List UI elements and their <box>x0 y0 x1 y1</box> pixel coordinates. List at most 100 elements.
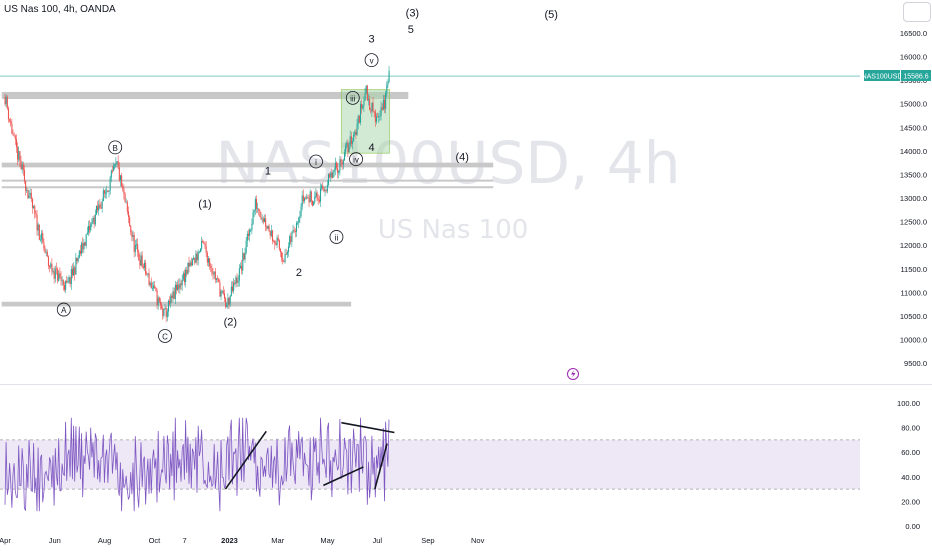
candle-body <box>169 300 171 304</box>
rsi-tick-label: 100.00 <box>897 399 920 408</box>
candle-body <box>321 185 323 189</box>
candle-body <box>379 115 381 117</box>
candle-body <box>225 298 227 308</box>
candle-body <box>253 210 255 213</box>
price-tick-label: 13000.0 <box>900 194 927 203</box>
candle-body <box>123 189 125 194</box>
candle-body <box>60 277 62 281</box>
candle-body <box>382 99 384 110</box>
candle-body <box>107 190 109 192</box>
candle-body <box>362 106 364 109</box>
time-axis[interactable]: Apr Jun Aug Oct 7 2023 Mar May Jul Sep Nov <box>0 536 485 545</box>
candle-body <box>13 135 15 137</box>
time-tick-label: 2023 <box>221 536 238 545</box>
candle-body <box>212 273 214 275</box>
rsi-tick-label: 80.00 <box>901 424 920 433</box>
candle-body <box>141 255 143 267</box>
candle-body <box>34 206 36 214</box>
time-tick-label: Jul <box>372 536 382 545</box>
rsi-tick-label: 0.00 <box>905 522 920 531</box>
candle-body <box>26 190 28 191</box>
candle-body <box>19 151 21 162</box>
candle-body <box>282 258 284 262</box>
candle-body <box>351 141 354 144</box>
candle-body <box>229 295 231 305</box>
candle-body <box>75 257 77 275</box>
rsi-band <box>0 439 860 490</box>
candle-body <box>265 218 267 227</box>
candle-body <box>349 136 351 146</box>
candle-body <box>174 284 176 299</box>
price-tick-label: 9500.0 <box>904 359 927 368</box>
candle-body <box>237 280 239 283</box>
candle-body <box>53 271 55 279</box>
candle-body <box>331 172 333 178</box>
candle-body <box>226 305 228 308</box>
candle-body <box>227 297 229 306</box>
candle-body <box>22 164 24 171</box>
candle-body <box>126 202 128 212</box>
candle-body <box>319 188 322 202</box>
candle-body <box>284 254 286 262</box>
candle-body <box>215 278 218 280</box>
candle-body <box>122 186 124 190</box>
candle-body <box>266 226 268 229</box>
candle-body <box>52 271 54 272</box>
candle-body <box>170 295 172 304</box>
wave-label: 4 <box>369 142 375 154</box>
price-tag-symbol-bg <box>864 70 900 81</box>
candle-body <box>306 197 308 200</box>
candle-body <box>27 190 29 199</box>
candle-body <box>285 254 287 255</box>
candle-body <box>93 217 95 225</box>
candle-body <box>297 222 299 224</box>
price-tick-label: 13500.0 <box>900 170 927 179</box>
chart-options-button[interactable] <box>903 2 931 22</box>
candle-body <box>209 258 211 267</box>
price-tick-label: 12500.0 <box>900 218 927 227</box>
candle-body <box>287 246 290 252</box>
candle-body <box>131 232 133 237</box>
candle-body <box>173 291 175 299</box>
wave-circle <box>158 329 172 343</box>
sr-zone <box>1 301 352 307</box>
candle-body <box>286 251 288 255</box>
candle-body <box>307 197 309 199</box>
candle-body <box>44 248 46 253</box>
candle-body <box>325 190 327 192</box>
candle-body <box>25 180 27 191</box>
candle-body <box>277 237 279 241</box>
flash-icon[interactable] <box>567 368 579 380</box>
candle-body <box>145 262 147 274</box>
candle-body <box>370 109 372 112</box>
candle-body <box>102 190 104 202</box>
candle-body <box>222 290 224 294</box>
candle-body <box>356 124 358 135</box>
candle-body <box>374 111 376 122</box>
candle-body <box>345 145 347 153</box>
candle-body <box>298 217 300 223</box>
candle-body <box>214 271 216 280</box>
candle-body <box>290 236 292 242</box>
candle-body <box>35 213 37 215</box>
candle-body <box>43 242 45 249</box>
candle-body <box>276 237 278 246</box>
candle-body <box>37 224 39 231</box>
price-tick-label: 12000.0 <box>900 241 927 250</box>
wave-label: ii <box>335 233 339 242</box>
candle-body <box>166 311 168 317</box>
candle-body <box>211 268 213 274</box>
price-tick-label: 11500.0 <box>900 265 927 274</box>
candle-body <box>341 162 343 165</box>
candle-body <box>381 107 383 110</box>
candle-body <box>73 267 75 276</box>
candle-body <box>100 207 102 209</box>
candle-body <box>7 108 10 120</box>
candle-body <box>14 136 16 140</box>
candle-body <box>182 273 184 280</box>
watermark-sub: US Nas 100 <box>378 215 529 245</box>
candle-body <box>327 174 330 185</box>
candle-body <box>383 99 386 109</box>
